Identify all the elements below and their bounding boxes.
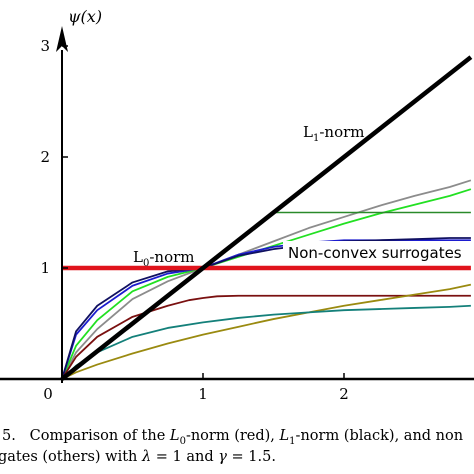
x-tick-label: 1 (198, 385, 208, 403)
series-teal-line (61, 304, 471, 380)
y-tick-label: 1 (40, 259, 50, 277)
series-olive-line (61, 283, 472, 380)
series-navy-line (61, 237, 471, 380)
series-l1-line (60, 55, 473, 381)
annotation-surrogates: Non-convex surrogates (288, 244, 462, 262)
figure-caption-line-1: 5. Comparison of the L0-norm (red), L1-n… (2, 428, 464, 447)
y-tick-label: 2 (40, 148, 50, 166)
axes (0, 26, 474, 383)
x-tick-label: 0 (43, 385, 53, 403)
series-darkred-line (61, 294, 471, 380)
x-tick-label: 2 (339, 385, 349, 403)
ticks: 0 1 2 1 2 3 (40, 37, 348, 403)
figure-caption-line-2: gates (others) with λ = 1 and γ = 1.5. (0, 449, 276, 465)
annotation-l1: L1-norm (303, 123, 365, 144)
svg-text:L0-norm: L0-norm (133, 248, 195, 269)
y-axis-arrow (56, 26, 68, 52)
series-layer (60, 55, 473, 381)
series-blue-line (61, 239, 471, 380)
y-tick-label: 3 (40, 37, 50, 55)
series-gray-line (61, 179, 472, 380)
annotation-l0: L0-norm (133, 248, 195, 269)
y-axis-label: ψ(x) (68, 7, 102, 26)
svg-text:L1-norm: L1-norm (303, 123, 365, 144)
annotation-surrogates-bg (283, 241, 474, 262)
